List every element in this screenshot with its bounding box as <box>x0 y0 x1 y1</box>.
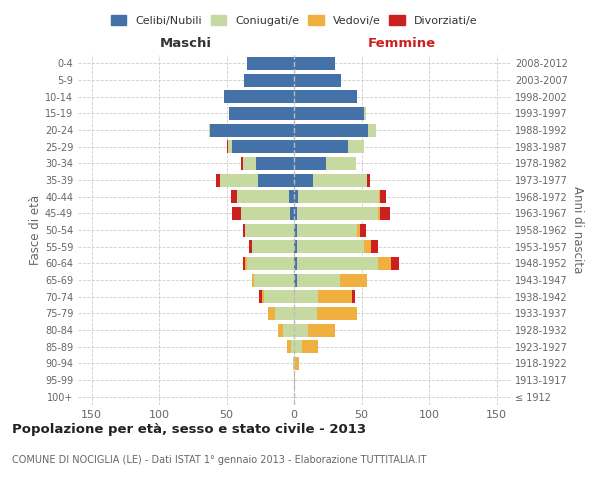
Bar <box>378 257 391 270</box>
Y-axis label: Anni di nascita: Anni di nascita <box>571 186 584 274</box>
Bar <box>358 224 360 236</box>
Bar <box>294 324 308 336</box>
Bar <box>256 157 294 170</box>
Bar <box>252 274 254 286</box>
Bar <box>294 157 326 170</box>
Bar <box>259 290 262 303</box>
Bar <box>294 140 348 153</box>
Bar <box>209 124 210 136</box>
Bar <box>287 340 292 353</box>
Bar <box>294 290 319 303</box>
Bar <box>380 207 390 220</box>
Y-axis label: Fasce di età: Fasce di età <box>29 195 42 265</box>
Bar <box>294 207 296 220</box>
Bar <box>340 274 367 286</box>
Bar <box>360 224 365 236</box>
Bar <box>247 257 294 270</box>
Bar <box>294 74 341 86</box>
Bar <box>298 190 379 203</box>
Bar <box>232 207 241 220</box>
Bar <box>292 340 294 353</box>
Bar <box>302 340 319 353</box>
Text: COMUNE DI NOCIGLIA (LE) - Dati ISTAT 1° gennaio 2013 - Elaborazione TUTTITALIA.I: COMUNE DI NOCIGLIA (LE) - Dati ISTAT 1° … <box>12 455 427 465</box>
Bar <box>294 224 296 236</box>
Bar <box>268 307 275 320</box>
Bar <box>232 140 294 153</box>
Bar <box>296 224 358 236</box>
Bar <box>257 174 294 186</box>
Bar <box>371 240 378 253</box>
Bar <box>228 140 232 153</box>
Bar <box>254 274 294 286</box>
Bar <box>296 257 378 270</box>
Bar <box>229 107 294 120</box>
Bar <box>294 190 298 203</box>
Bar <box>227 140 228 153</box>
Bar <box>224 90 294 103</box>
Bar <box>293 357 294 370</box>
Bar <box>245 224 294 236</box>
Bar <box>265 290 294 303</box>
Bar <box>294 174 313 186</box>
Bar <box>294 274 296 286</box>
Bar <box>296 274 340 286</box>
Bar <box>380 190 386 203</box>
Bar <box>242 257 245 270</box>
Bar <box>379 190 380 203</box>
Bar <box>245 257 247 270</box>
Bar <box>247 57 294 70</box>
Legend: Celibi/Nubili, Coniugati/e, Vedovi/e, Divorziati/e: Celibi/Nubili, Coniugati/e, Vedovi/e, Di… <box>106 10 482 30</box>
Bar <box>294 57 335 70</box>
Bar <box>364 240 371 253</box>
Text: Maschi: Maschi <box>160 37 212 50</box>
Bar <box>378 207 380 220</box>
Bar <box>313 174 367 186</box>
Bar <box>326 157 356 170</box>
Bar <box>238 190 289 203</box>
Bar <box>294 257 296 270</box>
Bar <box>367 174 370 186</box>
Bar <box>294 240 296 253</box>
Bar <box>210 124 294 136</box>
Bar <box>278 324 283 336</box>
Bar <box>262 290 265 303</box>
Bar <box>294 107 364 120</box>
Bar <box>242 224 245 236</box>
Bar <box>294 90 358 103</box>
Bar <box>250 240 252 253</box>
Bar <box>252 240 294 253</box>
Bar <box>391 257 400 270</box>
Bar <box>241 157 242 170</box>
Bar <box>242 157 256 170</box>
Bar <box>220 174 257 186</box>
Bar <box>317 307 358 320</box>
Bar <box>308 324 335 336</box>
Text: Femmine: Femmine <box>368 37 436 50</box>
Bar <box>296 240 364 253</box>
Bar <box>295 357 299 370</box>
Bar <box>348 140 364 153</box>
Bar <box>275 307 294 320</box>
Bar <box>290 207 294 220</box>
Bar <box>296 207 378 220</box>
Bar <box>294 340 302 353</box>
Bar <box>289 190 294 203</box>
Bar <box>230 190 238 203</box>
Bar <box>352 290 355 303</box>
Bar <box>294 374 295 386</box>
Bar <box>294 307 317 320</box>
Bar <box>283 324 294 336</box>
Bar <box>241 207 290 220</box>
Bar <box>244 74 294 86</box>
Bar <box>368 124 376 136</box>
Text: Popolazione per età, sesso e stato civile - 2013: Popolazione per età, sesso e stato civil… <box>12 422 366 436</box>
Bar <box>319 290 352 303</box>
Bar <box>216 174 220 186</box>
Bar <box>364 107 365 120</box>
Bar <box>294 124 368 136</box>
Bar <box>294 357 295 370</box>
